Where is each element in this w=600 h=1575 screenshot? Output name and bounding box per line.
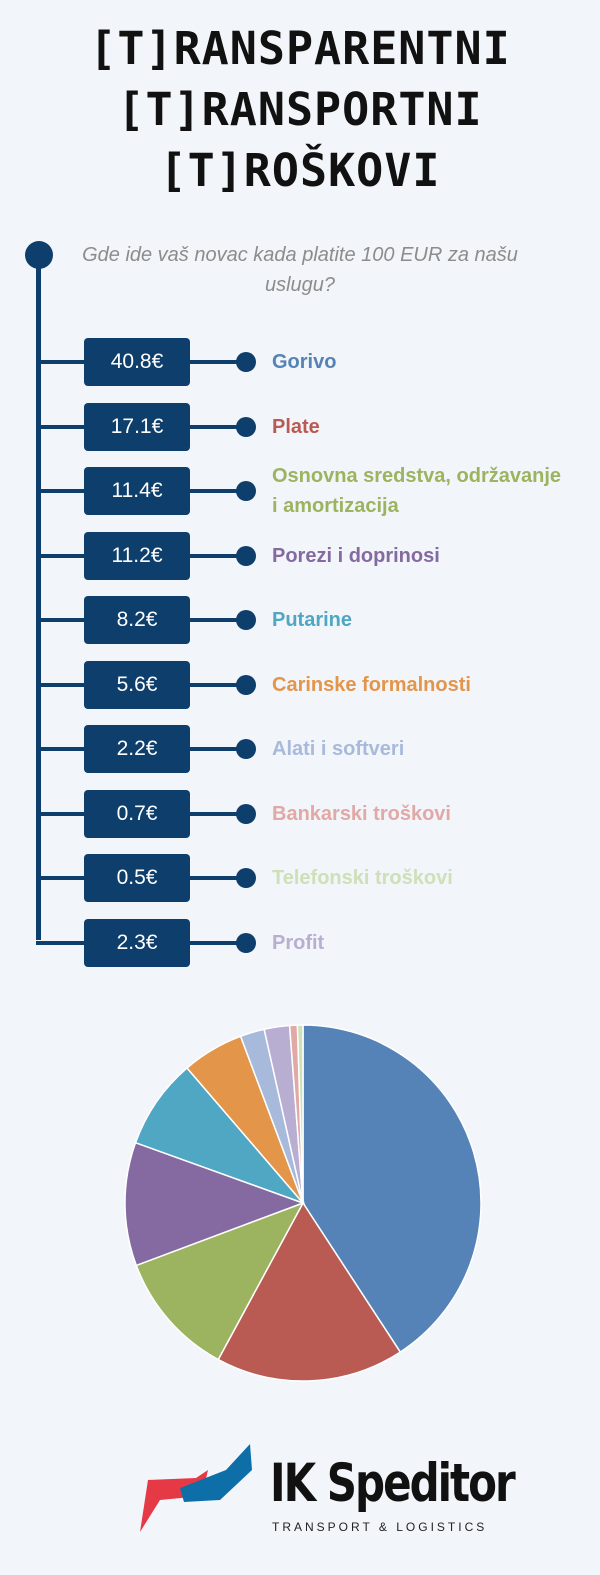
branch-line <box>36 876 84 880</box>
connector-dot <box>236 739 256 759</box>
category-label: Profit <box>272 932 325 954</box>
connector-line <box>190 360 240 364</box>
branch-line <box>36 941 84 945</box>
connector-dot <box>236 546 256 566</box>
arrows-logo-icon <box>140 1444 252 1532</box>
category-label: Putarine <box>272 609 353 631</box>
branch-line <box>36 618 84 622</box>
connector-line <box>190 747 240 751</box>
connector-dot <box>236 481 256 501</box>
connector-dot <box>236 352 256 372</box>
branch-line <box>36 747 84 751</box>
title-line: [T]RANSPARENTNI <box>89 22 511 75</box>
branch-line <box>36 489 84 493</box>
connector-line <box>190 489 240 493</box>
value-box: 11.2€ <box>84 532 190 580</box>
connector-dot <box>236 610 256 630</box>
pie-slice <box>134 1066 306 1205</box>
connector-line <box>190 618 240 622</box>
connector-line <box>190 683 240 687</box>
value-box: 2.2€ <box>84 725 190 773</box>
branch-line <box>36 554 84 558</box>
connector-line <box>190 812 240 816</box>
branch-line <box>36 360 84 364</box>
category-label: Porezi i doprinosi <box>272 545 440 567</box>
connector-dot <box>236 417 256 437</box>
category-label: Gorivo <box>272 351 337 373</box>
brand-name: IK Speditor <box>270 1452 516 1514</box>
connector-line <box>190 876 240 880</box>
connector-dot <box>236 933 256 953</box>
connector-dot <box>236 675 256 695</box>
connector-dot <box>236 804 256 824</box>
branch-line <box>36 425 84 429</box>
page-title: [T]RANSPARENTNI [T]RANSPORTNI [T]ROŠKOVI <box>0 18 600 201</box>
category-label: Bankarski troškovi <box>272 803 451 825</box>
category-label: Alati i softveri <box>272 738 405 760</box>
pie-slice <box>217 1201 402 1382</box>
question-text: Gde ide vaš novac kada platite 100 EUR z… <box>82 244 518 296</box>
connector-line <box>190 941 240 945</box>
value-box: 5.6€ <box>84 661 190 709</box>
branch-line <box>36 683 84 687</box>
pie-slice <box>296 1024 304 1204</box>
brand-logo <box>138 1440 258 1545</box>
branch-line <box>36 812 84 816</box>
brand-tagline: TRANSPORT & LOGISTICS <box>272 1520 488 1534</box>
connector-line <box>190 425 240 429</box>
value-box: 2.3€ <box>84 919 190 967</box>
category-label: Osnovna sredstva, održavanje i amortizac… <box>272 465 562 517</box>
value-box: 0.7€ <box>84 790 190 838</box>
pie-chart <box>124 1024 482 1382</box>
title-line: [T]RANSPORTNI <box>117 83 483 136</box>
value-box: 8.2€ <box>84 596 190 644</box>
category-label: Plate <box>272 416 320 438</box>
value-box: 0.5€ <box>84 854 190 902</box>
timeline-spine <box>36 262 41 940</box>
pie-slice <box>135 1201 305 1361</box>
value-box: 17.1€ <box>84 403 190 451</box>
title-line: [T]ROŠKOVI <box>159 144 441 197</box>
connector-line <box>190 554 240 558</box>
connector-dot <box>236 868 256 888</box>
category-label: Telefonski troškovi <box>272 867 453 889</box>
pie-slice <box>124 1141 306 1267</box>
category-label: Carinske formalnosti <box>272 674 471 696</box>
value-box: 40.8€ <box>84 338 190 386</box>
value-box: 11.4€ <box>84 467 190 515</box>
